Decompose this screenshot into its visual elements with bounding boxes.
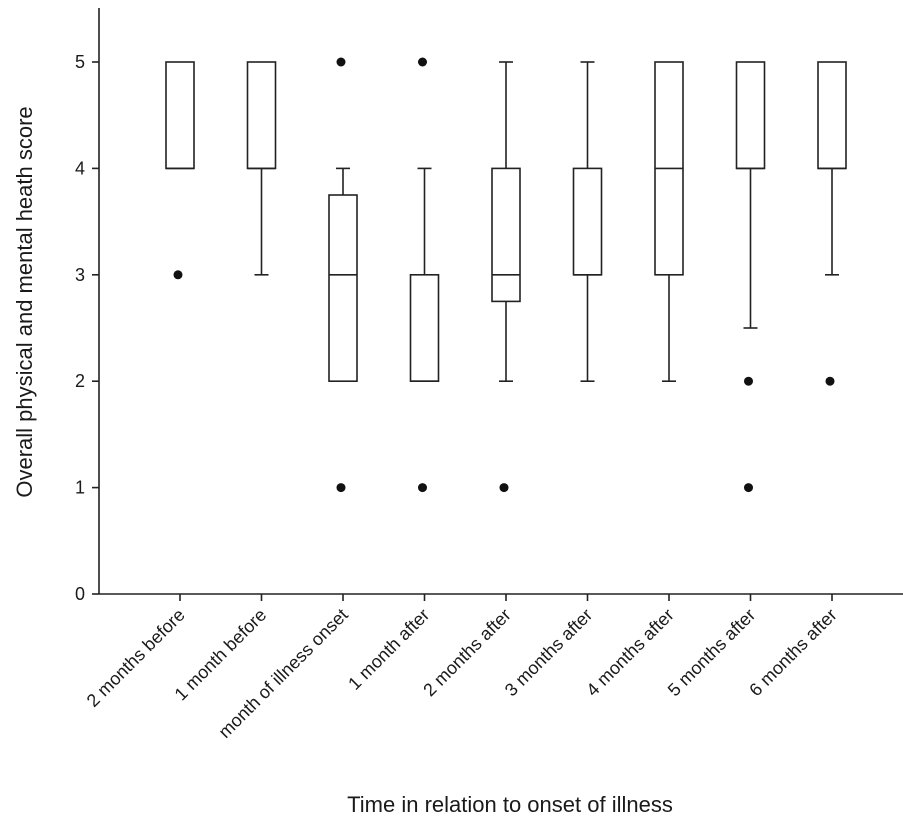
- outlier-point: [744, 376, 753, 386]
- y-axis-title: Overall physical and mental heath score: [12, 106, 37, 497]
- outlier-point: [418, 57, 427, 67]
- boxes: [165, 57, 847, 493]
- outlier-point: [744, 483, 753, 493]
- outlier-point: [336, 57, 346, 67]
- x-axis-title: Time in relation to onset of illness: [347, 792, 673, 817]
- x-tick-label: 1 month after: [344, 605, 433, 694]
- y-axis-ticks: 0 1 2 3 4 5: [75, 52, 99, 604]
- iqr-box: [735, 61, 766, 170]
- box-group: [165, 61, 195, 280]
- y-tick-label: 4: [75, 158, 85, 178]
- outlier-point: [173, 270, 183, 280]
- y-tick-label: 0: [75, 584, 85, 604]
- box-group: [735, 61, 766, 493]
- box-group: [572, 61, 603, 383]
- outlier-point: [418, 483, 427, 493]
- outlier-point: [336, 483, 346, 493]
- y-tick-label: 3: [75, 265, 85, 285]
- box-group: [817, 61, 847, 386]
- iqr-box: [246, 61, 277, 170]
- box-group: [246, 61, 277, 276]
- outlier-point: [825, 376, 835, 386]
- y-tick-label: 5: [75, 52, 85, 72]
- iqr-box: [572, 167, 603, 276]
- axes: [98, 8, 903, 595]
- outlier-point: [499, 483, 509, 493]
- y-tick-label: 2: [75, 371, 85, 391]
- y-tick-label: 1: [75, 478, 85, 498]
- iqr-box: [491, 167, 521, 303]
- iqr-box: [409, 273, 440, 382]
- iqr-box: [817, 61, 847, 170]
- iqr-box: [328, 194, 358, 382]
- box-group: [409, 57, 440, 493]
- iqr-box: [165, 61, 195, 170]
- x-tick-label: 6 months after: [745, 605, 841, 701]
- x-tick-label: 2 months before: [83, 605, 189, 711]
- box-group: [654, 61, 684, 383]
- box-group: [491, 61, 521, 493]
- box-group: [328, 57, 358, 493]
